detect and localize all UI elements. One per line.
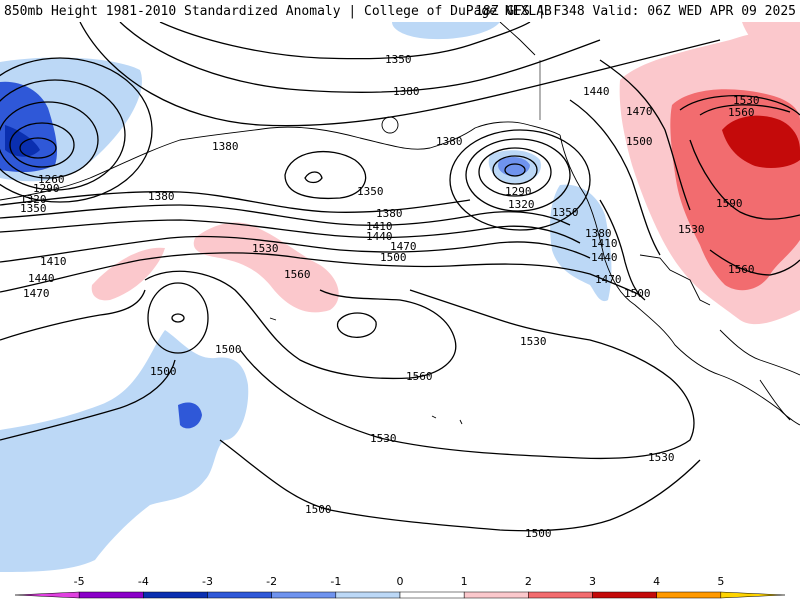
- colorbar-ticks: -5 -4 -3 -2 -1 0 1 2 3 4 5: [74, 575, 725, 588]
- colorbar-tick-label: -1: [330, 575, 341, 588]
- contour-label: 1440: [583, 85, 610, 98]
- colorbar-swatch: [463, 591, 529, 599]
- contour-label: 1470: [23, 287, 50, 300]
- positive-anomaly-mid-pacific: [193, 222, 339, 313]
- contour-label: 1500: [624, 287, 651, 300]
- colorbar-tick-label: -2: [266, 575, 277, 588]
- contour-label: 1260: [38, 173, 65, 186]
- contour-label: 1440: [366, 230, 393, 243]
- contour-label: 1500: [215, 343, 242, 356]
- contour-label: 1320: [508, 198, 535, 211]
- contour-label: 1440: [591, 251, 618, 264]
- contour-label: 1500: [626, 135, 653, 148]
- colorbar-tick-label: 3: [589, 575, 596, 588]
- contour-labels: 1350 1380 1440 1380 1470 1500 1530 1560 …: [20, 53, 760, 540]
- colorbar-tick-label: 1: [461, 575, 468, 588]
- colorbar-swatch: [78, 591, 144, 599]
- contour-label: 1380: [148, 190, 175, 203]
- contour-label: 1440: [28, 272, 55, 285]
- colorbar-swatch: [143, 591, 208, 599]
- colorbar-swatch: [207, 591, 272, 599]
- contour-label: 1500: [150, 365, 177, 378]
- contour-label: 1290: [505, 185, 532, 198]
- height-anomaly-map: 1350 1380 1440 1380 1470 1500 1530 1560 …: [0, 22, 800, 572]
- contour-label: 1530: [252, 242, 279, 255]
- map-header: 850mb Height 1981-2010 Standardized Anom…: [0, 0, 800, 22]
- height-contours: [0, 22, 800, 532]
- model-run-info: 18Z GFS | F348 Valid: 06Z WED APR 09 202…: [475, 4, 796, 19]
- colorbar-swatch: [335, 591, 401, 599]
- contour-label: 1380: [393, 85, 420, 98]
- contour-label: 1530: [678, 223, 705, 236]
- contour-label: 1530: [648, 451, 675, 464]
- colorbar-swatch: [592, 591, 657, 599]
- positive-anomaly-western-us-core: [722, 115, 800, 168]
- contour-label: 1380: [376, 207, 403, 220]
- contour-label: 1350: [552, 206, 579, 219]
- coastlines: [0, 22, 800, 426]
- contour-label: 1560: [728, 263, 755, 276]
- colorbar-swatch: [656, 591, 722, 599]
- contour-label: 1380: [212, 140, 239, 153]
- colorbar-tick-label: 2: [525, 575, 532, 588]
- contour-label: 1380: [585, 227, 612, 240]
- contour-label: 1380: [436, 135, 463, 148]
- anomaly-colorbar: -5 -4 -3 -2 -1 0 1 2 3 4 5: [0, 572, 800, 600]
- contour-label: 1290: [33, 182, 60, 195]
- contour-label: 1350: [357, 185, 384, 198]
- contour-label: 1500: [380, 251, 407, 264]
- contour-label: 1500: [525, 527, 552, 540]
- contour-label: 1470: [595, 273, 622, 286]
- contour-label: 1500: [305, 503, 332, 516]
- contour-label: 1530: [370, 432, 397, 445]
- contour-label: 1410: [40, 255, 67, 268]
- colorbar-swatch: [720, 591, 786, 599]
- colorbar-swatch: [271, 591, 337, 599]
- contour-label: 1320: [20, 193, 47, 206]
- contour-label: 1560: [284, 268, 311, 281]
- colorbar-tick-label: 0: [397, 575, 404, 588]
- negative-anomaly-southwest: [0, 330, 249, 572]
- colorbar-tick-label: -4: [138, 575, 149, 588]
- colorbar-tick-label: 4: [653, 575, 660, 588]
- colorbar-tick-label: 5: [717, 575, 724, 588]
- negative-anomaly-top: [392, 22, 500, 40]
- contour-label: 1530: [733, 94, 760, 107]
- anomaly-shading: [0, 22, 800, 572]
- contour-label: 1560: [728, 106, 755, 119]
- colorbar-tick-label: -5: [74, 575, 85, 588]
- contour-label: 1350: [385, 53, 412, 66]
- contour-label: 1560: [406, 370, 433, 383]
- colorbar-swatch: [399, 591, 465, 599]
- contour-label: 1410: [366, 220, 393, 233]
- contour-label: 1530: [520, 335, 547, 348]
- colorbar-tick-label: -3: [202, 575, 213, 588]
- positive-anomaly-mid-pacific-west: [91, 247, 165, 301]
- contour-label: 1350: [20, 202, 47, 215]
- colorbar-swatch: [528, 591, 593, 599]
- contour-label: 1410: [591, 237, 618, 250]
- contour-label: 1470: [390, 240, 417, 253]
- contour-label: 1470: [626, 105, 653, 118]
- map-title: 850mb Height 1981-2010 Standardized Anom…: [4, 4, 552, 19]
- contour-label: 1590: [716, 197, 743, 210]
- negative-anomaly-east-pacific: [550, 184, 612, 302]
- colorbar-swatches: [14, 591, 786, 599]
